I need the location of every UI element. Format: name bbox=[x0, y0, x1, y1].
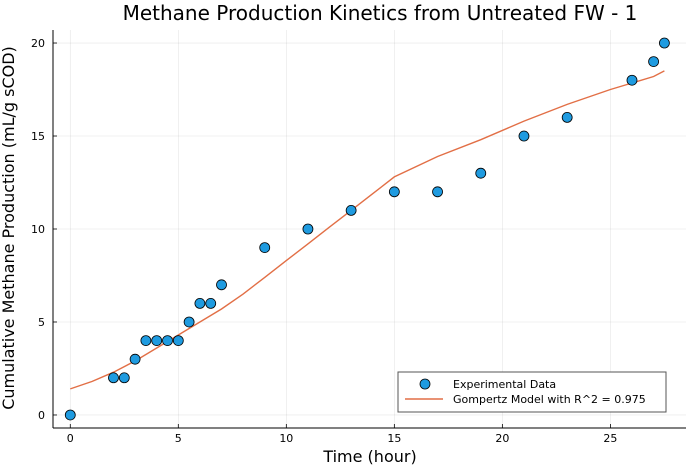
x-tick-label: 15 bbox=[387, 432, 401, 445]
x-tick-label: 0 bbox=[67, 432, 74, 445]
x-tick-label: 5 bbox=[175, 432, 182, 445]
data-point bbox=[561, 112, 573, 123]
data-point bbox=[658, 37, 670, 49]
data-point bbox=[626, 74, 638, 86]
data-point bbox=[194, 297, 206, 309]
data-point bbox=[140, 335, 152, 346]
data-point bbox=[108, 372, 119, 384]
data-point bbox=[259, 242, 271, 253]
legend-marker-experimental bbox=[419, 378, 431, 390]
y-axis-label: Cumulative Methane Production (mL/g sCOD… bbox=[0, 46, 18, 410]
data-point bbox=[345, 205, 357, 216]
model-line-layer bbox=[70, 70, 665, 390]
x-tick-label: 20 bbox=[495, 432, 509, 445]
y-tick-label: 10 bbox=[31, 223, 45, 236]
chart-title: Methane Production Kinetics from Untreat… bbox=[123, 1, 638, 25]
data-point bbox=[118, 372, 130, 384]
data-point bbox=[432, 186, 443, 198]
grid bbox=[53, 30, 686, 428]
y-tick-label: 0 bbox=[38, 409, 45, 422]
data-point bbox=[162, 335, 173, 346]
data-point bbox=[172, 335, 184, 346]
data-point bbox=[518, 130, 530, 142]
legend-label-experimental: Experimental Data bbox=[453, 378, 556, 391]
x-tick-label: 10 bbox=[279, 432, 293, 445]
y-tick-label: 5 bbox=[38, 316, 45, 329]
data-point bbox=[151, 335, 163, 346]
tick-labels: 0 5 10 15 20 25 0 5 10 15 20 bbox=[31, 37, 617, 445]
data-points-layer bbox=[64, 37, 670, 421]
data-point bbox=[216, 279, 227, 291]
y-tick-label: 15 bbox=[31, 130, 45, 143]
legend-box bbox=[397, 371, 667, 413]
data-point bbox=[183, 316, 195, 328]
axes bbox=[52, 30, 686, 429]
data-point bbox=[64, 409, 76, 421]
data-point bbox=[205, 297, 217, 309]
y-tick-label: 20 bbox=[31, 37, 45, 50]
data-point bbox=[129, 353, 141, 365]
data-point bbox=[388, 186, 400, 198]
data-point bbox=[475, 167, 487, 179]
data-point bbox=[648, 56, 659, 68]
x-tick-label: 25 bbox=[603, 432, 617, 445]
data-point bbox=[302, 223, 314, 235]
x-axis-label: Time (hour) bbox=[322, 447, 416, 466]
gompertz-model-line bbox=[70, 70, 665, 390]
legend: Experimental Data Gompertz Model with R^… bbox=[397, 371, 667, 413]
legend-label-gompertz: Gompertz Model with R^2 = 0.975 bbox=[453, 393, 646, 406]
